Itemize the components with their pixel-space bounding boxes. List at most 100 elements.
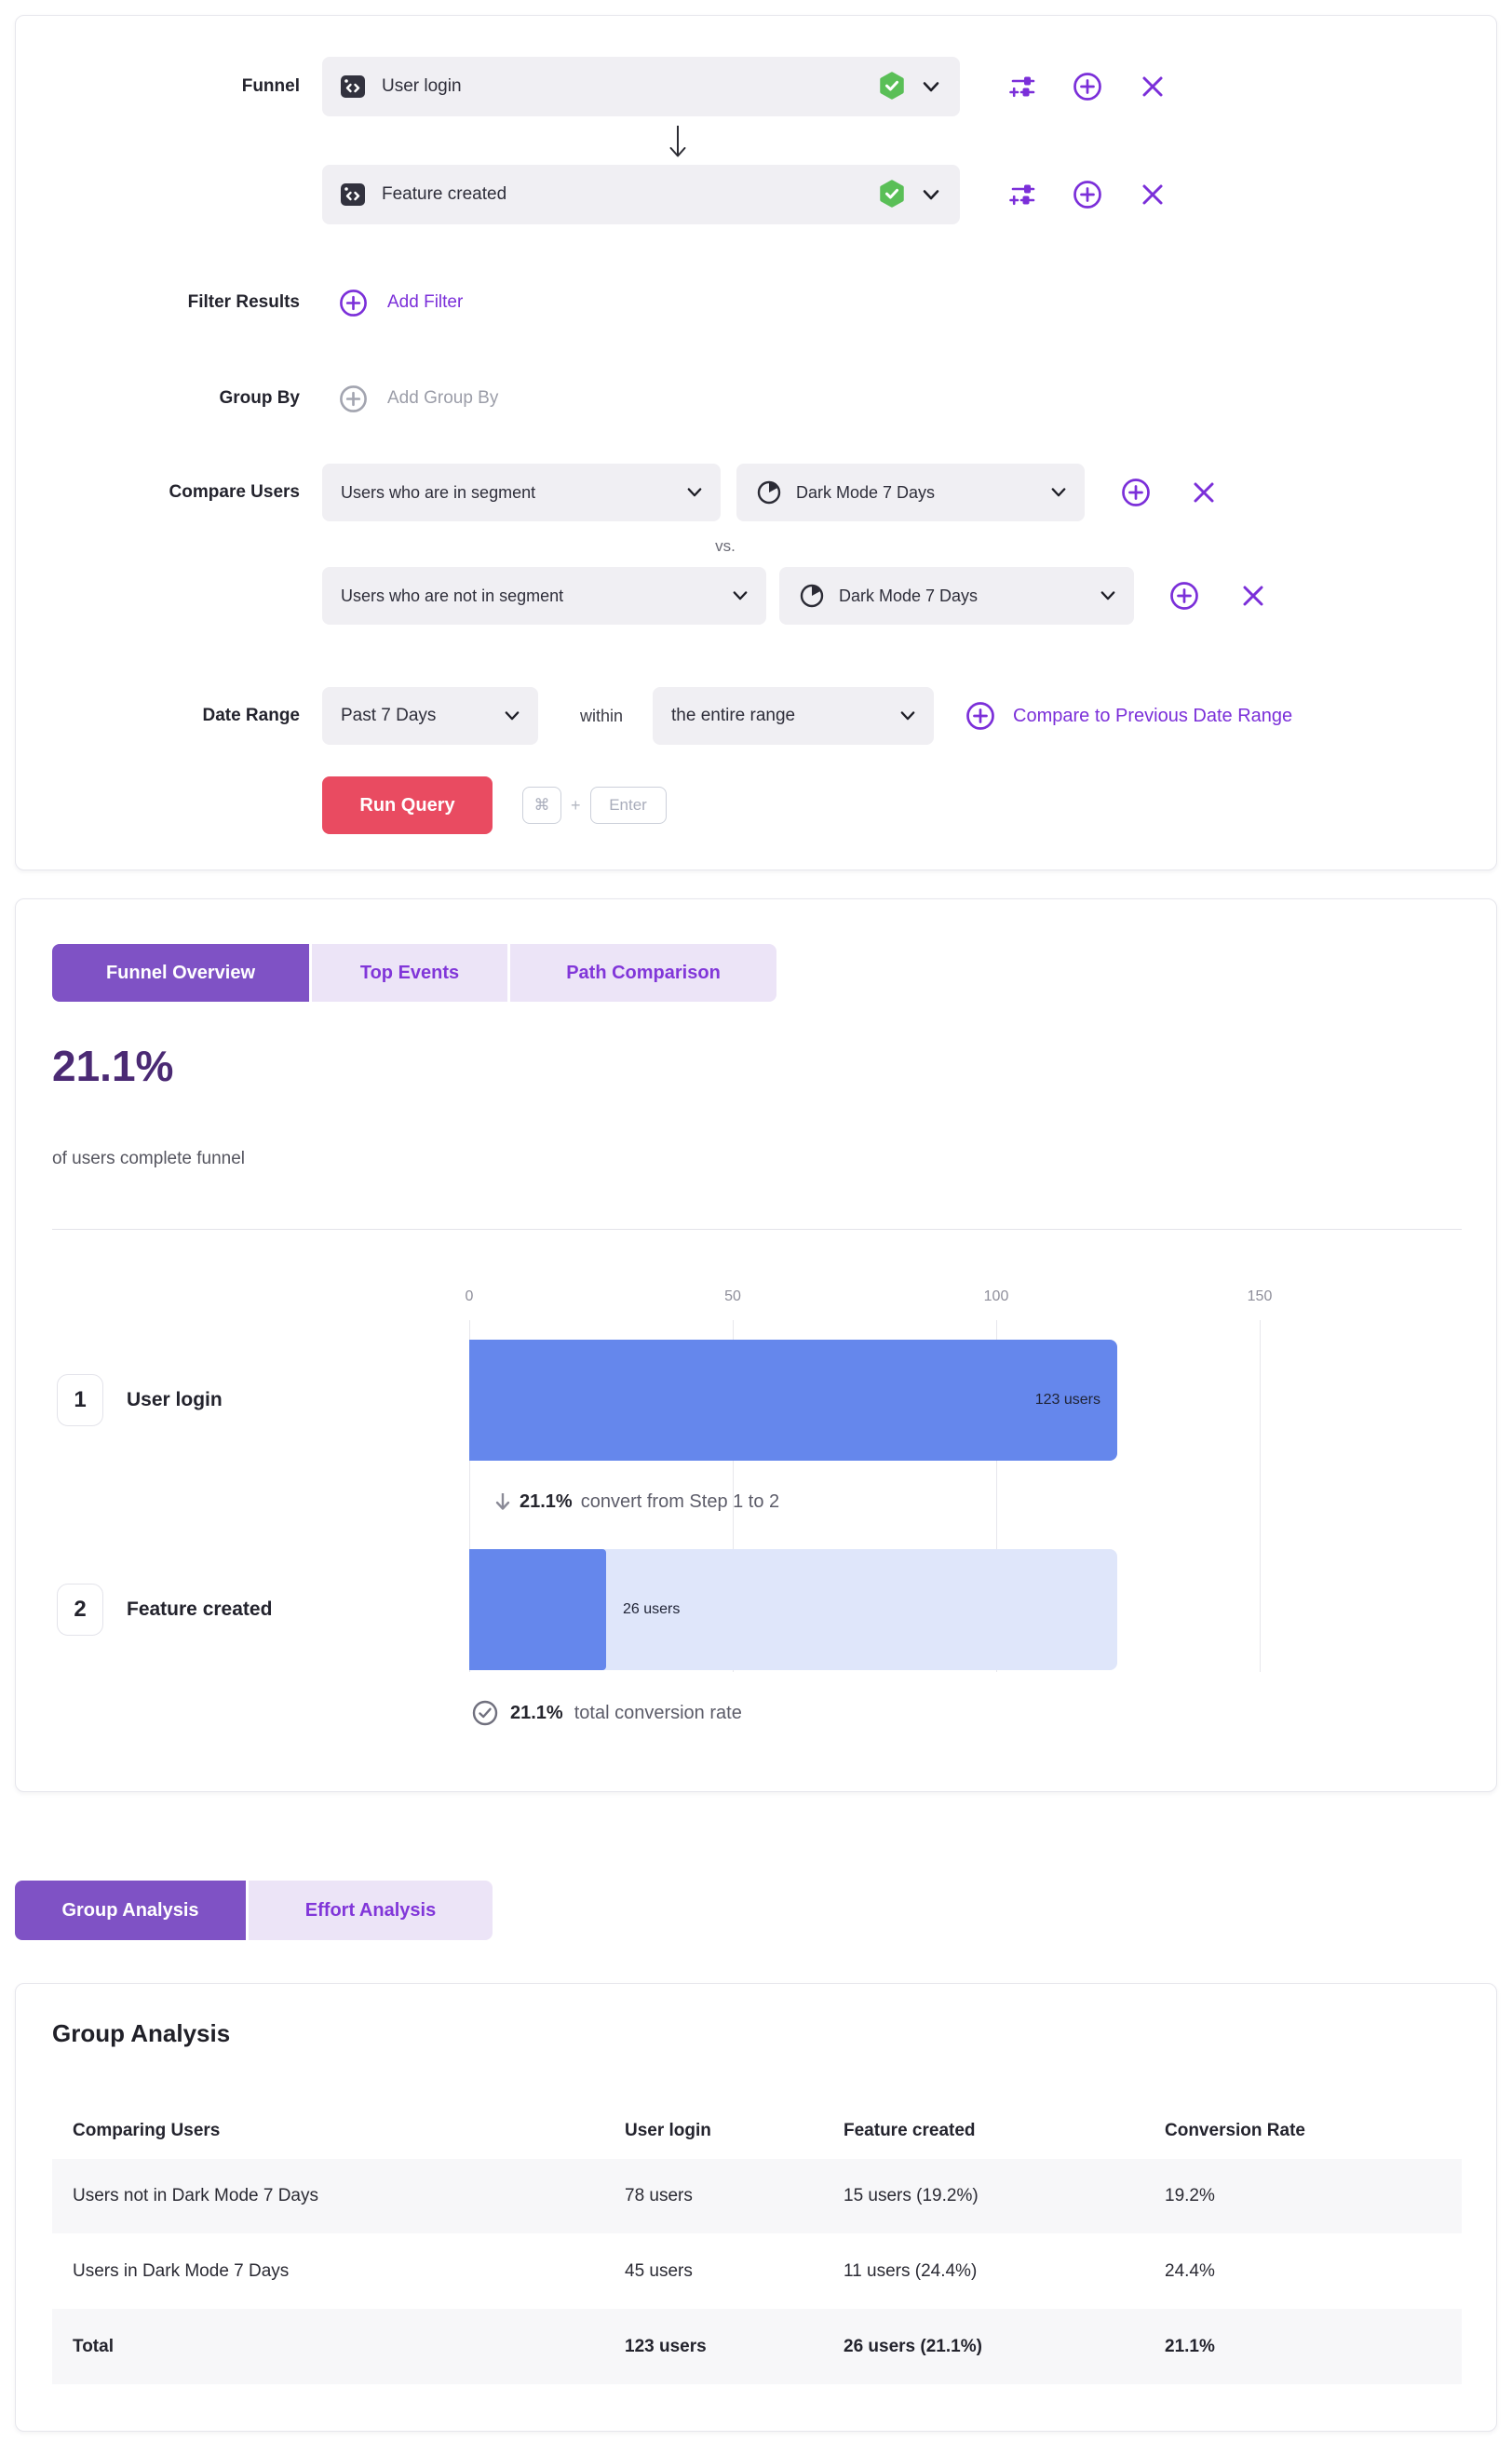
tab-group-analysis[interactable]: Group Analysis — [15, 1881, 246, 1940]
compare-1-remove-icon[interactable] — [1192, 480, 1216, 505]
add-filter-button[interactable]: Add Filter — [338, 286, 463, 319]
compare-1-selector-value: Users who are in segment — [341, 482, 536, 502]
chevron-down-icon — [505, 711, 520, 721]
table-row[interactable]: Users not in Dark Mode 7 Days 78 users 1… — [52, 2159, 1462, 2233]
group-analysis-title: Group Analysis — [52, 2019, 231, 2047]
keyboard-shortcut-hint: ⌘ + Enter — [522, 787, 667, 824]
funnel-label: Funnel — [241, 76, 300, 96]
compare-2-selector-dropdown[interactable]: Users who are not in segment — [322, 567, 766, 625]
shortcut-plus: + — [571, 795, 581, 815]
within-label: within — [579, 707, 624, 725]
cell-group-name: Total — [73, 2337, 114, 2356]
total-conversion-annotation: 21.1% total conversion rate — [471, 1698, 742, 1728]
check-circle-icon — [471, 1699, 499, 1727]
step-1-number-badge: 1 — [57, 1374, 103, 1426]
x-axis-tick-50: 50 — [724, 1288, 741, 1304]
cell-group-name: Users not in Dark Mode 7 Days — [73, 2186, 318, 2205]
overview-tabs: Funnel Overview Top Events Path Comparis… — [52, 944, 776, 1002]
date-range-value: Past 7 Days — [341, 706, 437, 725]
tab-top-events[interactable]: Top Events — [312, 944, 507, 1002]
compare-1-segment-dropdown[interactable]: Dark Mode 7 Days — [736, 464, 1085, 521]
step-1-label: User login — [127, 1389, 223, 1410]
step-conversion-percent: 21.1% — [520, 1490, 573, 1512]
compare-1-selector-dropdown[interactable]: Users who are in segment — [322, 464, 721, 521]
plus-circle-icon — [338, 288, 369, 318]
step-2-add-step-icon[interactable] — [1072, 179, 1103, 210]
step-connector-arrow-icon — [666, 122, 690, 161]
conversion-headline: 21.1% — [52, 1042, 174, 1090]
funnel-bar-step-1[interactable]: 123 users — [469, 1340, 1117, 1461]
column-header-conversion-rate: Conversion Rate — [1165, 2121, 1305, 2140]
cell-conversion-rate: 21.1% — [1165, 2337, 1215, 2356]
conversion-subtitle: of users complete funnel — [52, 1149, 246, 1168]
cell-user-login: 123 users — [625, 2337, 707, 2356]
event-icon — [339, 181, 367, 209]
date-window-dropdown[interactable]: the entire range — [653, 687, 934, 745]
compare-1-segment-value: Dark Mode 7 Days — [796, 482, 936, 502]
tab-path-comparison[interactable]: Path Comparison — [510, 944, 776, 1002]
step-1-remove-icon[interactable] — [1141, 74, 1165, 99]
segment-pie-icon — [798, 582, 826, 610]
x-axis-tick-150: 150 — [1247, 1288, 1273, 1304]
cell-feature-created: 11 users (24.4%) — [844, 2261, 978, 2281]
column-header-feature-created: Feature created — [844, 2121, 976, 2140]
funnel-step-1-dropdown[interactable]: User login — [322, 57, 960, 116]
x-axis-tick-0: 0 — [465, 1288, 474, 1304]
tab-effort-analysis[interactable]: Effort Analysis — [249, 1881, 493, 1940]
compare-users-label: Compare Users — [169, 482, 300, 502]
compare-2-add-icon[interactable] — [1168, 580, 1200, 612]
filter-results-label: Filter Results — [187, 292, 300, 312]
plus-circle-icon — [338, 384, 369, 414]
plus-circle-icon — [965, 700, 996, 732]
tab-funnel-overview[interactable]: Funnel Overview — [52, 944, 309, 1002]
analysis-tabs: Group Analysis Effort Analysis — [15, 1881, 493, 1940]
divider — [52, 1229, 1462, 1230]
group-analysis-card: Group Analysis Comparing Users User logi… — [15, 1983, 1497, 2432]
date-range-label: Date Range — [202, 706, 300, 725]
compare-1-add-icon[interactable] — [1120, 477, 1152, 508]
funnel-bar-track-step-2[interactable]: 26 users — [469, 1549, 1117, 1670]
table-row[interactable]: Users in Dark Mode 7 Days 45 users 11 us… — [52, 2233, 1462, 2309]
step-2-filter-sliders-icon[interactable] — [1008, 180, 1038, 209]
x-axis-tick-100: 100 — [983, 1288, 1009, 1304]
compare-previous-date-range-button[interactable]: Compare to Previous Date Range — [965, 687, 1292, 745]
step-1-add-step-icon[interactable] — [1072, 71, 1103, 102]
step-2-label: Feature created — [127, 1598, 273, 1620]
cell-conversion-rate: 19.2% — [1165, 2186, 1215, 2205]
compare-2-remove-icon[interactable] — [1241, 584, 1265, 608]
chevron-down-icon — [1051, 488, 1066, 497]
compare-2-selector-value: Users who are not in segment — [341, 586, 564, 605]
date-range-dropdown[interactable]: Past 7 Days — [322, 687, 538, 745]
cell-conversion-rate: 24.4% — [1165, 2261, 1215, 2281]
step-2-value-label: 26 users — [623, 1601, 681, 1617]
funnel-step-2-name: Feature created — [382, 184, 507, 204]
table-row-total[interactable]: Total 123 users 26 users (21.1%) 21.1% — [52, 2309, 1462, 2384]
gridline — [1260, 1320, 1261, 1672]
step-2-remove-icon[interactable] — [1141, 182, 1165, 207]
funnel-step-2-dropdown[interactable]: Feature created — [322, 165, 960, 224]
down-arrow-icon — [494, 1491, 511, 1512]
step-conversion-annotation: 21.1% convert from Step 1 to 2 — [494, 1488, 779, 1516]
compare-2-segment-dropdown[interactable]: Dark Mode 7 Days — [779, 567, 1134, 625]
cell-feature-created: 15 users (19.2%) — [844, 2186, 979, 2205]
segment-pie-icon — [755, 479, 783, 506]
date-window-value: the entire range — [671, 706, 796, 725]
run-query-button[interactable]: Run Query — [322, 776, 493, 834]
add-filter-label: Add Filter — [387, 292, 464, 312]
funnel-overview-card: Funnel Overview Top Events Path Comparis… — [15, 898, 1497, 1792]
step-1-value-label: 123 users — [1034, 1392, 1100, 1408]
add-group-by-button[interactable]: Add Group By — [338, 382, 498, 415]
chevron-down-icon — [733, 591, 748, 600]
chevron-down-icon — [923, 189, 939, 201]
funnel-step-1-name: User login — [382, 76, 462, 96]
verified-badge-icon — [878, 72, 906, 101]
column-header-comparing-users: Comparing Users — [73, 2121, 221, 2140]
compare-previous-date-range-label: Compare to Previous Date Range — [1013, 705, 1293, 726]
gridline — [733, 1320, 734, 1672]
cmd-key: ⌘ — [522, 787, 561, 824]
total-conversion-percent: 21.1% — [510, 1702, 563, 1723]
enter-key: Enter — [589, 787, 667, 824]
step-1-filter-sliders-icon[interactable] — [1008, 72, 1038, 101]
gridline — [469, 1320, 470, 1672]
